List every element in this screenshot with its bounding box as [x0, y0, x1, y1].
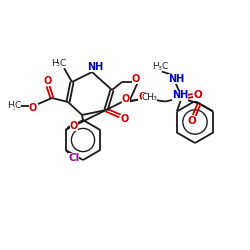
Text: 3: 3: [158, 66, 162, 71]
Text: H: H: [152, 62, 159, 71]
Text: NH: NH: [87, 62, 103, 72]
Text: C: C: [60, 58, 66, 68]
Text: CH: CH: [142, 92, 154, 102]
Text: O: O: [121, 114, 129, 124]
Text: O: O: [29, 103, 37, 113]
Text: O: O: [44, 76, 52, 86]
Text: Cl: Cl: [68, 153, 79, 163]
Text: NH: NH: [168, 74, 184, 84]
Text: H: H: [50, 58, 58, 68]
Text: 3: 3: [56, 62, 60, 68]
Text: C: C: [162, 62, 168, 71]
Text: H: H: [8, 102, 14, 110]
Text: O: O: [194, 90, 202, 101]
Text: O: O: [132, 74, 140, 84]
Text: O: O: [188, 116, 196, 126]
Text: O: O: [70, 121, 78, 131]
Text: 3: 3: [153, 96, 157, 102]
Text: NH: NH: [172, 90, 188, 101]
Text: O: O: [122, 94, 130, 104]
Text: O: O: [138, 92, 146, 102]
Text: C: C: [15, 102, 21, 110]
Text: 3: 3: [13, 106, 17, 110]
